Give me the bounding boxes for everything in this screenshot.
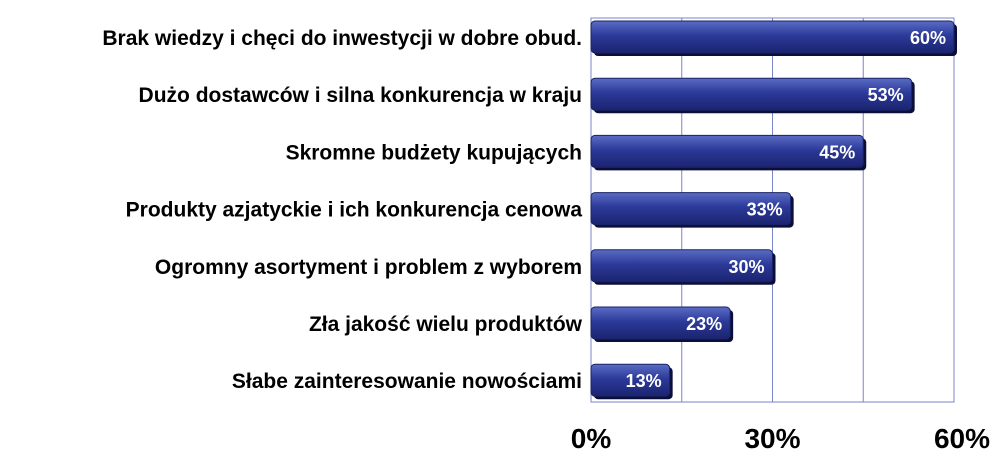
x-tick-label: 30% xyxy=(744,423,800,454)
bars: 60% 53% 45% 33% 30% 23% 13% xyxy=(590,20,957,400)
bar-value-label: 23% xyxy=(686,314,722,334)
bar-value-label: 30% xyxy=(728,257,764,277)
bar-value-label: 45% xyxy=(819,142,855,162)
category-label: Ogromny asortyment i problem z wyborem xyxy=(155,256,582,279)
category-label: Skromne budżety kupujących xyxy=(286,141,582,164)
category-label: Produkty azjatyckie i ich konkurencja ce… xyxy=(126,199,583,222)
bar-value-label: 53% xyxy=(868,85,904,105)
category-label: Dużo dostawców i silna konkurencja w kra… xyxy=(139,84,582,107)
category-label: Słabe zainteresowanie nowościami xyxy=(232,370,582,393)
bar xyxy=(590,249,773,283)
category-labels: Brak wiedzy i chęci do inwestycji w dobr… xyxy=(102,27,582,393)
bar-value-label: 60% xyxy=(910,28,946,48)
x-axis-tick-labels: 0% 30% 60% xyxy=(571,423,990,454)
bar xyxy=(590,363,671,397)
x-tick-label: 60% xyxy=(934,423,990,454)
category-label: Brak wiedzy i chęci do inwestycji w dobr… xyxy=(102,27,582,50)
x-tick-label: 0% xyxy=(571,423,612,454)
bar-value-label: 33% xyxy=(747,200,783,220)
category-label: Zła jakość wielu produktów xyxy=(309,313,583,336)
bar-value-label: 13% xyxy=(626,371,662,391)
bar xyxy=(590,77,913,111)
bar xyxy=(590,20,955,54)
bar xyxy=(590,192,792,226)
bar xyxy=(590,306,731,340)
bar xyxy=(590,134,864,168)
